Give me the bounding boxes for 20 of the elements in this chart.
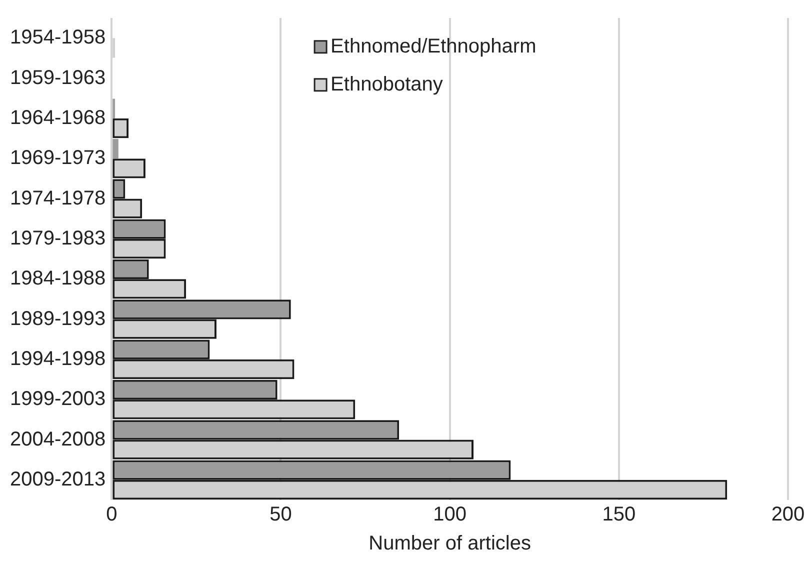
- y-tick-label: 1989-1993: [10, 308, 106, 330]
- y-tick-label: 1984-1988: [10, 268, 106, 290]
- x-tick-label: 100: [433, 504, 467, 526]
- y-tick-label: 1954-1958: [10, 26, 106, 49]
- y-tick-label: 2004-2008: [10, 428, 106, 450]
- x-axis-title: Number of articles: [368, 532, 531, 555]
- y-tick-label: 1964-1968: [10, 106, 106, 129]
- y-tick-label: 1974-1978: [10, 187, 106, 210]
- legend-label: Ethnobotany: [330, 73, 443, 96]
- y-tick-label: 1994-1998: [10, 348, 106, 370]
- y-tick-label: 1969-1973: [10, 147, 106, 170]
- legend-label: Ethnomed/Ethnopharm: [330, 35, 536, 58]
- y-tick-label: 1959-1963: [10, 66, 106, 89]
- x-tick-label: 200: [771, 504, 805, 526]
- y-tick-label: 2009-2013: [10, 468, 106, 490]
- y-tick-label: 1999-2003: [10, 388, 106, 410]
- y-tick-label: 1979-1983: [10, 227, 106, 250]
- x-tick-label: 150: [602, 504, 636, 526]
- x-tick-label: 0: [106, 504, 118, 526]
- x-tick-label: 50: [270, 504, 292, 526]
